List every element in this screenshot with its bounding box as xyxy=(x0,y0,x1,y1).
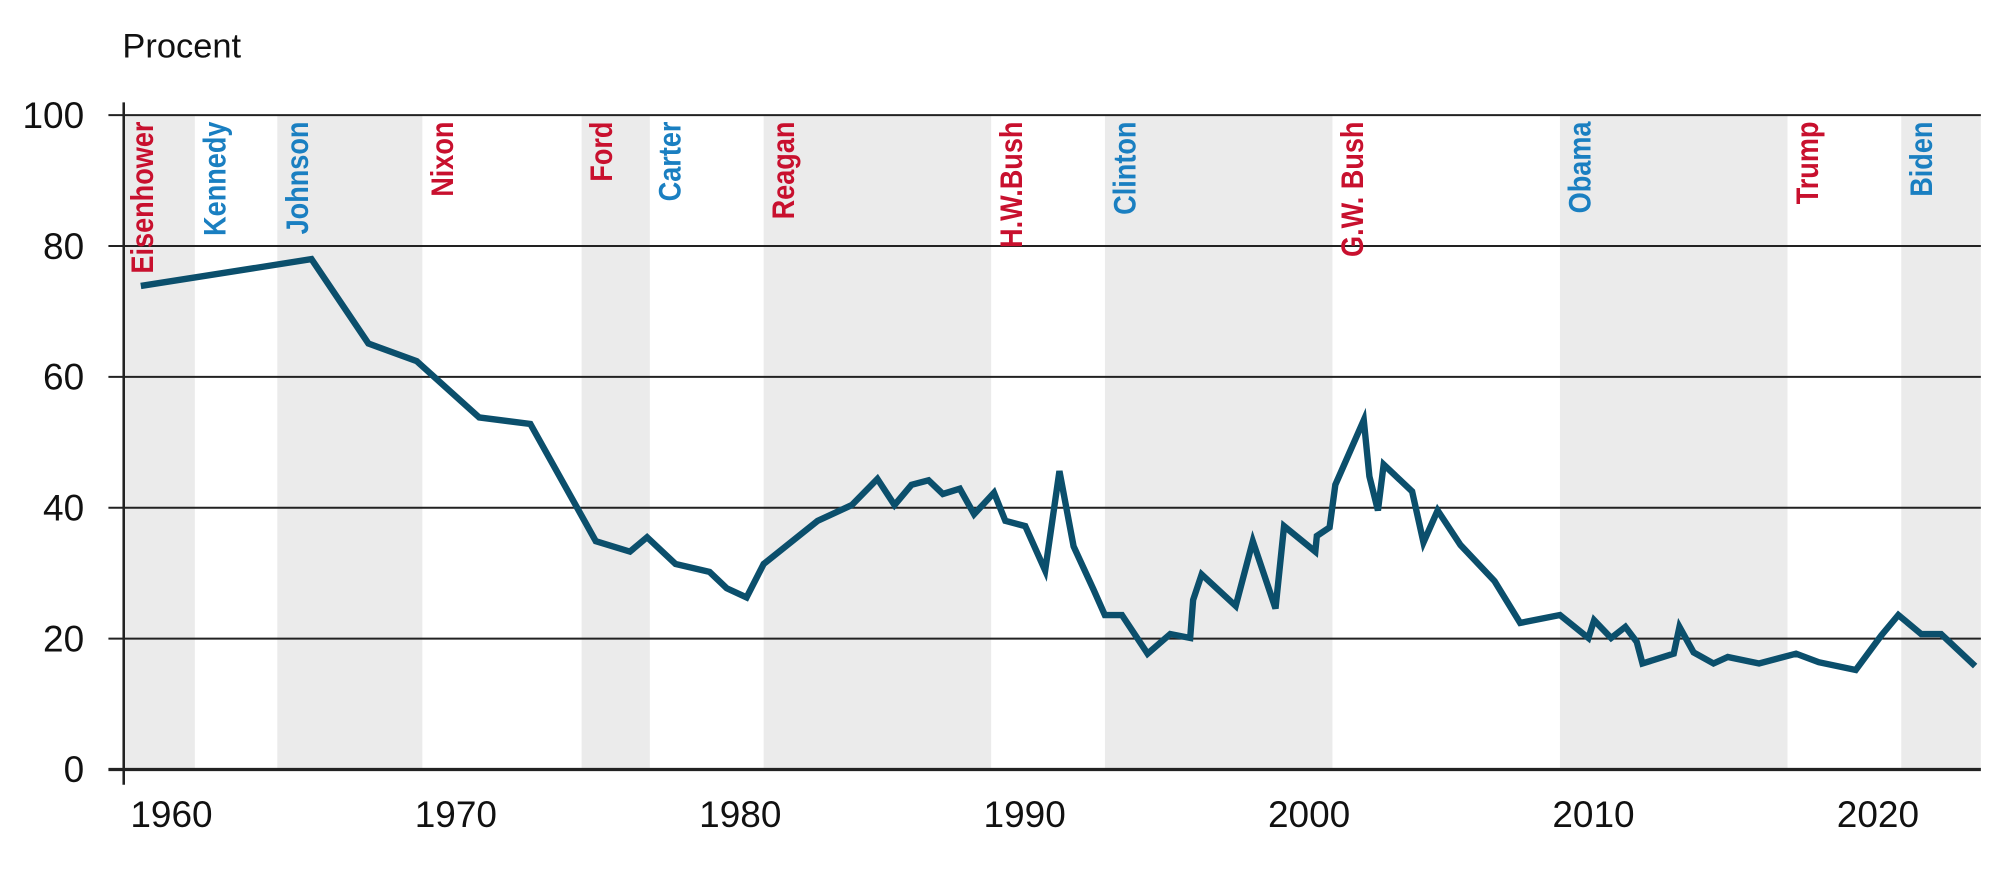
term-shade xyxy=(1901,115,1981,770)
term-shade xyxy=(1104,115,1333,770)
president-label: H.W.Bush xyxy=(994,122,1030,248)
x-tick-label: 1990 xyxy=(984,794,1066,835)
president-label: G.W. Bush xyxy=(1335,122,1371,257)
president-label: Carter xyxy=(652,121,688,201)
gridlines xyxy=(108,114,1981,772)
term-shade xyxy=(763,115,992,770)
president-labels: Eisenhower Kennedy Johnson Nixon Ford Carter R… xyxy=(125,121,1939,274)
x-tick-label: 2000 xyxy=(1268,794,1350,835)
x-tick-label: 1970 xyxy=(415,794,497,835)
y-tick-label: 40 xyxy=(43,487,84,528)
y-tick-label: 20 xyxy=(43,618,84,659)
president-label: Obama xyxy=(1563,121,1599,213)
y-tick-label: 60 xyxy=(43,357,84,398)
term-shade xyxy=(277,115,423,770)
term-shade xyxy=(581,115,650,770)
series-line xyxy=(140,255,1978,674)
president-label: Nixon xyxy=(425,122,461,197)
x-tick-label: 1960 xyxy=(130,794,212,835)
president-label: Ford xyxy=(584,122,620,182)
y-tick-label: 0 xyxy=(64,749,85,790)
term-shading xyxy=(123,115,1981,770)
president-label: Biden xyxy=(1904,122,1940,197)
x-tick-label: 2010 xyxy=(1552,794,1634,835)
y-axis-label: Procent xyxy=(122,28,241,66)
president-label: Johnson xyxy=(280,122,316,235)
term-shade xyxy=(123,115,195,770)
x-tick-label: 2020 xyxy=(1837,794,1919,835)
y-tick-label: 80 xyxy=(43,226,84,267)
axes: 0 20 40 60 80 100 1960 1970 1980 1990 2000 2010 2020 xyxy=(22,95,1919,835)
x-tick-label: 1980 xyxy=(699,794,781,835)
president-label: Trump xyxy=(1790,122,1826,205)
president-label: Reagan xyxy=(766,122,802,220)
president-label: Clinton xyxy=(1108,122,1144,215)
president-label: Kennedy xyxy=(197,121,233,236)
president-label: Eisenhower xyxy=(125,121,161,274)
y-tick-label: 100 xyxy=(22,95,84,136)
series xyxy=(140,255,1978,674)
